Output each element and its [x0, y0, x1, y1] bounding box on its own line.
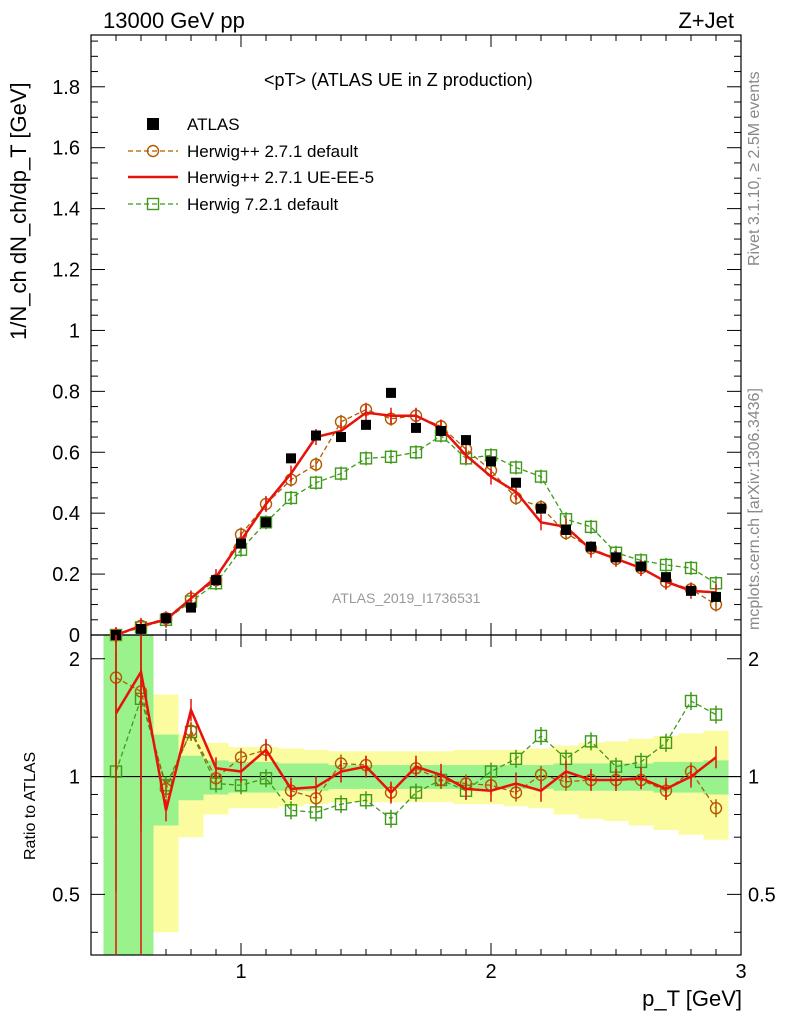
- ratio-y-tick-label-right: 1: [748, 767, 759, 789]
- data-point: [309, 476, 323, 489]
- legend-marker-herwig271: [146, 144, 160, 158]
- data-point: [661, 572, 671, 583]
- main-y-tick-label: 0.2: [52, 564, 80, 586]
- data-point: [336, 432, 346, 443]
- main-y-tick-label: 0: [69, 625, 80, 647]
- legend-label: Herwig++ 2.7.1 UE-EE-5: [187, 168, 374, 187]
- x-ticks: [90, 35, 742, 955]
- ratio-y-tick-label-right: 0.5: [748, 884, 776, 906]
- main-y-tick-label: 1.2: [52, 260, 80, 282]
- ratio-point-herwig721: [259, 772, 273, 785]
- ratio-point-herwig721: [709, 708, 723, 721]
- data-point: [711, 591, 721, 602]
- ratio-y-tick-label-left: 0.5: [52, 884, 80, 906]
- data-point: [409, 446, 423, 459]
- main-y-tick-label: 1.4: [52, 199, 80, 221]
- data-point: [436, 425, 446, 436]
- data-point: [461, 435, 471, 446]
- analysis-id: ATLAS_2019_I1736531: [332, 590, 481, 606]
- legend-label: ATLAS: [187, 115, 240, 134]
- legend-label: Herwig++ 2.7.1 default: [187, 142, 358, 161]
- data-point: [284, 491, 298, 505]
- data-point: [211, 575, 221, 586]
- ratio-point-herwig721: [284, 804, 298, 817]
- ratio-y-tick-label-right: 2: [748, 649, 759, 671]
- data-point: [534, 470, 548, 483]
- main-y-tick-label: 1.6: [52, 138, 80, 160]
- data-point: [261, 517, 271, 528]
- data-point: [236, 538, 246, 549]
- data-point: [586, 541, 596, 552]
- series-line: [115, 408, 717, 636]
- main-y-ticks: [91, 40, 741, 636]
- main-y-tick-label: 1.8: [52, 77, 80, 99]
- ratio-point-herwig721: [509, 752, 523, 766]
- ratio-point-herwig721: [659, 736, 673, 749]
- data-point: [359, 452, 373, 465]
- data-point: [311, 430, 321, 441]
- data-point: [386, 387, 396, 398]
- data-point: [561, 524, 571, 535]
- header-left: 13000 GeV pp: [103, 8, 245, 33]
- ratio-xlabel: p_T [GeV]: [642, 986, 742, 1011]
- data-point: [584, 520, 598, 534]
- ratio-y-tick-label-left: 2: [69, 649, 80, 671]
- ratio-point-herwig721: [334, 797, 348, 811]
- data-point: [511, 477, 521, 488]
- legend: ATLAS Herwig++ 2.7.1 default Herwig++ 2.7.…: [128, 115, 374, 214]
- data-point: [309, 458, 323, 471]
- data-point: [536, 503, 546, 514]
- data-point: [161, 613, 171, 624]
- main-y-tick-label: 0.8: [52, 381, 80, 403]
- series-herwig721: [109, 428, 723, 642]
- ratio-point-herwig721: [584, 735, 598, 748]
- data-point: [334, 467, 348, 480]
- data-point: [611, 552, 621, 563]
- data-point: [186, 602, 196, 613]
- ratio-y-ticks: [91, 658, 741, 933]
- series-line: [115, 434, 717, 636]
- main-y-tick-label: 1: [69, 320, 80, 342]
- ratio-series: [109, 635, 723, 955]
- data-point: [286, 453, 296, 464]
- ratio-point-herwig721: [534, 729, 548, 743]
- data-point: [361, 419, 371, 430]
- legend-marker-herwig721: [146, 197, 160, 211]
- ratio-point-herwig721: [684, 694, 698, 708]
- legend-marker-atlas: [147, 118, 159, 130]
- chart-title: <pT> (ATLAS UE in Z production): [264, 70, 533, 90]
- band-inner: [178, 755, 204, 801]
- data-point: [684, 561, 698, 575]
- data-point: [636, 561, 646, 572]
- main-y-tick-label: 0.4: [52, 503, 80, 525]
- ratio-point-herwig721: [359, 794, 373, 807]
- ratio-point-herwig721: [384, 812, 398, 825]
- legend-label: Herwig 7.2.1 default: [187, 195, 338, 214]
- data-point: [384, 450, 398, 464]
- x-tick-label: 3: [735, 961, 746, 983]
- series-atlas: [111, 387, 721, 640]
- data-point: [659, 558, 673, 572]
- ratio-point-herwig721: [409, 786, 423, 799]
- series-herwig271: [109, 402, 723, 642]
- data-point: [486, 456, 496, 467]
- data-point: [136, 623, 146, 634]
- ratio-point-herwig271: [709, 802, 723, 815]
- data-point: [686, 585, 696, 596]
- data-point: [509, 461, 523, 474]
- header-right: Z+Jet: [678, 8, 734, 33]
- x-tick-label: 2: [485, 961, 496, 983]
- ratio-y-tick-label-left: 1: [69, 767, 80, 789]
- data-point: [411, 422, 421, 433]
- main-y-tick-label: 0.6: [52, 442, 80, 464]
- series-ueee5: [115, 404, 717, 643]
- data-point: [259, 516, 273, 529]
- x-tick-label: 1: [235, 961, 246, 983]
